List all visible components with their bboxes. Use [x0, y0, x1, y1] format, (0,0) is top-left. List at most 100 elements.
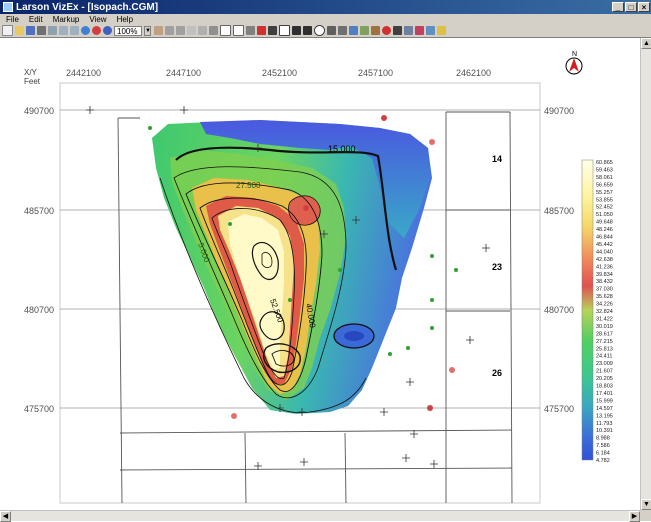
legend-label: 42.638 [596, 257, 613, 263]
legend-label: 48.246 [596, 227, 613, 233]
cloud-icon[interactable] [327, 26, 336, 35]
polyline-icon[interactable] [338, 26, 347, 35]
new-file-icon[interactable] [2, 25, 13, 36]
title-bar: Larson VizEx - [Isopach.CGM] _ □ × [0, 0, 651, 14]
contour-label: 40.000 [304, 303, 317, 329]
legend-label: 37.030 [596, 287, 613, 293]
legend-label: 44.040 [596, 249, 613, 255]
menu-file[interactable]: File [6, 14, 19, 24]
legend-label: 6.184 [596, 451, 610, 457]
legend-label: 51.050 [596, 212, 613, 218]
window-title: Larson VizEx - [Isopach.CGM] [16, 1, 159, 13]
y-tick-label: 480700 [24, 305, 54, 315]
red-dot-icon[interactable] [382, 26, 391, 35]
y-tick-label: 475700 [24, 404, 54, 414]
split-horizontal-icon[interactable] [59, 26, 68, 35]
open-folder-icon[interactable] [15, 26, 24, 35]
note-icon[interactable] [371, 26, 380, 35]
zoom-dropdown-icon[interactable]: ▼ [144, 25, 151, 36]
text-zoom-icon[interactable] [176, 26, 185, 35]
zoom-out-icon[interactable] [103, 26, 112, 35]
legend-label: 10.391 [596, 428, 613, 434]
menu-edit[interactable]: Edit [28, 14, 43, 24]
y-tick-label: 485700 [24, 206, 54, 216]
legend-label: 34.226 [596, 302, 613, 308]
minimize-button[interactable]: _ [612, 2, 624, 12]
legend-label: 46.844 [596, 235, 613, 241]
legend-label: 58.061 [596, 175, 613, 181]
legend-label: 13.195 [596, 413, 613, 419]
y-tick-label-right: 480700 [544, 305, 574, 315]
legend-label: 35.628 [596, 294, 613, 300]
toolbar: 100% ▼ [0, 24, 651, 38]
legend-label: 60.865 [596, 160, 613, 166]
arrow-icon[interactable] [303, 26, 312, 35]
box-icon[interactable] [279, 25, 290, 36]
print-icon[interactable] [37, 26, 46, 35]
select-icon[interactable] [187, 26, 196, 35]
help-icon[interactable] [437, 26, 446, 35]
delete-markup-icon[interactable] [393, 26, 402, 35]
menu-help[interactable]: Help [116, 14, 134, 24]
x-tick-label: 2442100 [66, 68, 101, 78]
x-tick-label: 2457100 [358, 68, 393, 78]
contour-label: 27.500 [236, 181, 261, 190]
contour-label: 15.000 [328, 144, 356, 154]
close-button[interactable]: × [638, 2, 650, 12]
split-vertical-icon[interactable] [70, 26, 79, 35]
legend-label: 45.442 [596, 242, 613, 248]
tile-icon[interactable] [48, 26, 57, 35]
secondary-high [288, 195, 321, 226]
copy-icon[interactable] [198, 26, 207, 35]
rectangle-select-icon[interactable] [220, 25, 231, 36]
scroll-up-icon[interactable]: ▲ [641, 38, 651, 49]
sketch-icon[interactable] [360, 26, 369, 35]
y-tick-label-right: 485700 [544, 206, 574, 216]
scroll-left-icon[interactable]: ◀ [0, 511, 11, 522]
menu-markup[interactable]: Markup [52, 14, 80, 24]
section-number: 23 [492, 262, 502, 272]
legend-label: 15.999 [596, 398, 613, 404]
legend-label: 39.834 [596, 272, 613, 278]
zoom-in-icon[interactable] [92, 26, 101, 35]
legend-label: 14.597 [596, 406, 613, 412]
legend-label: 20.205 [596, 376, 613, 382]
layers-icon[interactable] [404, 26, 413, 35]
map-frame [59, 82, 541, 504]
north-arrow-icon: N [565, 51, 583, 75]
save-icon[interactable] [26, 26, 35, 35]
scroll-down-icon[interactable]: ▼ [641, 499, 651, 510]
scroll-right-icon[interactable]: ▶ [629, 511, 640, 522]
well-markers [86, 106, 490, 470]
pan-hand-icon[interactable] [154, 26, 163, 35]
vertical-scrollbar[interactable]: ▲ ▼ [640, 38, 651, 510]
stamp-icon[interactable] [246, 26, 255, 35]
legend-label: 25.813 [596, 346, 613, 352]
zoom-level-field[interactable]: 100% [114, 25, 142, 36]
horizontal-scrollbar[interactable]: ◀ ▶ [0, 510, 640, 522]
legend-label: 52.452 [596, 205, 613, 211]
legend-label: 8.988 [596, 436, 610, 442]
properties-icon[interactable] [415, 26, 424, 35]
x-tick-label: 2452100 [262, 68, 297, 78]
ellipse-icon[interactable] [314, 25, 325, 36]
north-label: N [572, 51, 577, 58]
menu-view[interactable]: View [89, 14, 107, 24]
maximize-button[interactable]: □ [625, 2, 637, 12]
line-icon[interactable] [268, 26, 277, 35]
drawing-canvas[interactable]: X/Y Feet 2442100 2447100 2452100 2457100… [0, 38, 640, 510]
zoom-icon[interactable] [81, 26, 90, 35]
rotate-icon[interactable] [209, 26, 218, 35]
y-tick-label: 490700 [24, 106, 54, 116]
measure-icon[interactable] [165, 26, 174, 35]
text-tool-icon[interactable] [292, 26, 301, 35]
xy-label: X/Y [24, 68, 38, 77]
well-dots [148, 115, 458, 419]
blank-page-icon[interactable] [233, 25, 244, 36]
settings-icon[interactable] [426, 26, 435, 35]
legend-label: 23.009 [596, 361, 613, 367]
highlight-icon[interactable] [349, 26, 358, 35]
markup-pen-icon[interactable] [257, 26, 266, 35]
legend-label: 30.019 [596, 324, 613, 330]
